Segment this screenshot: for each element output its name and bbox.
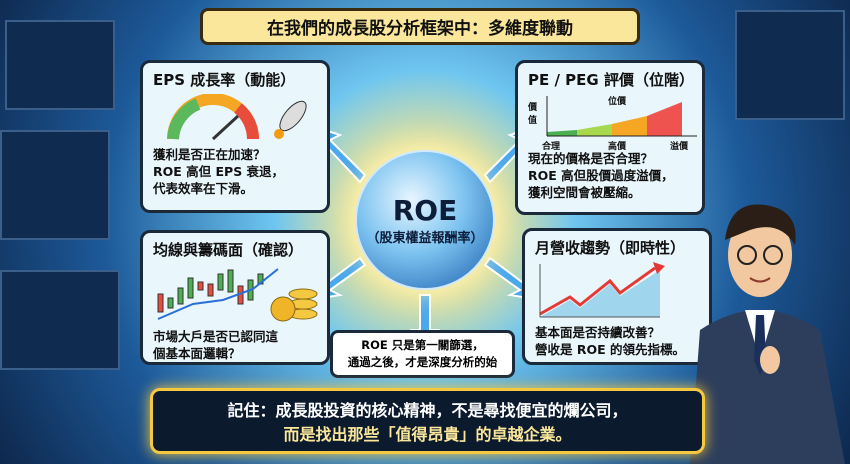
ma-title: 均線與籌碼面（確認） [153, 241, 304, 259]
roe-sphere: ROE （股東權益報酬率） [355, 150, 495, 290]
title-banner: 在我們的成長股分析框架中：多維度聯動 [200, 8, 640, 45]
pe-x-label: 溢價 [670, 142, 689, 152]
background-monitor [735, 10, 845, 120]
pe-title: PE / PEG 評價（位階） [528, 71, 694, 89]
pe-card: PE / PEG 評價（位階） 價值 位價 合理 高價 溢價 現在的價格是否合理… [515, 60, 705, 215]
note-line: ROE 只是第一關篩選， [361, 338, 484, 352]
pe-axis-label: 價值 [528, 103, 538, 126]
eps-line: ROE 高但 EPS 衰退， [153, 164, 285, 179]
background-monitor [0, 130, 110, 240]
rocket-icon [274, 100, 307, 139]
presenter-illustration [690, 204, 845, 464]
roe-title: ROE [392, 194, 458, 227]
background-monitor [5, 20, 115, 110]
pe-x-label: 高價 [608, 142, 627, 152]
valuation-chart [546, 96, 697, 137]
coins-icon [270, 288, 318, 322]
ma-line: 個基本面邏輯？ [153, 346, 241, 361]
pe-curve-label: 位價 [608, 97, 627, 107]
roe-subtitle: （股東權益報酬率） [366, 231, 484, 246]
eps-line: 代表效率在下滑。 [153, 181, 254, 196]
roe-note: ROE 只是第一關篩選， 通過之後，才是深度分析的始 [330, 330, 515, 378]
pe-line: 獲利空間會被壓縮。 [528, 185, 641, 200]
eps-title: EPS 成長率（動能） [153, 71, 296, 89]
note-line: 通過之後，才是深度分析的始 [347, 355, 498, 369]
revenue-trend-chart [539, 262, 665, 318]
background-monitor [0, 270, 120, 370]
message-line: 而是找出那些「值得昂貴」的卓越企業。 [283, 425, 572, 444]
pe-line: 現在的價格是否合理？ [528, 151, 654, 166]
ma-line: 市場大戶是否已認同這 [153, 329, 279, 344]
eps-line: 獲利是否正在加速？ [153, 147, 266, 162]
revenue-card: 月營收趨勢（即時性） 基本面是否持續改善？ 營收是 ROE 的領先指標。 [522, 228, 712, 365]
eps-card: EPS 成長率（動能） 獲利是否正在加速？ ROE 高但 EPS 衰退， 代表效… [140, 60, 330, 213]
key-message-banner: 記住：成長股投資的核心精神，不是尋找便宜的爛公司， 而是找出那些「值得昂貴」的卓… [150, 388, 705, 454]
ma-card: 均線與籌碼面（確認） 市場大戶是否已認同這 個基本面邏輯？ [140, 230, 330, 365]
message-line: 記住：成長股投資的核心精神，不是尋找便宜的爛公司， [227, 401, 628, 420]
pe-line: ROE 高但股價過度溢價， [528, 168, 674, 183]
revenue-line: 基本面是否持續改善？ [535, 325, 661, 340]
revenue-title: 月營收趨勢（即時性） [535, 239, 686, 257]
candlestick-chart-icon [157, 268, 318, 322]
gauge-icon [167, 93, 307, 141]
pe-x-label: 合理 [542, 142, 561, 152]
revenue-line: 營收是 ROE 的領先指標。 [535, 342, 685, 357]
